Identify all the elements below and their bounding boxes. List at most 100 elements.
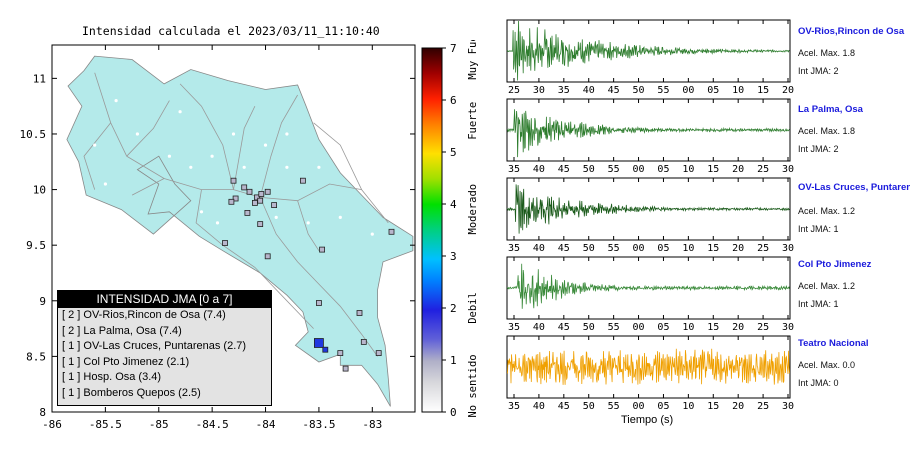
time-tick-label: 00: [682, 85, 694, 96]
station-name: La Palma, Osa: [798, 104, 863, 115]
town-dot: [242, 165, 246, 169]
time-tick-label: 05: [707, 85, 719, 96]
town-dot: [285, 132, 289, 136]
station-marker: [228, 198, 235, 205]
town-dot: [338, 215, 342, 219]
town-dot: [306, 221, 310, 225]
legend-row: [ 2 ] La Palma, Osa (7.4): [62, 324, 182, 337]
legend-row: [ 1 ] Col Pto Jimenez (2.1): [62, 355, 190, 368]
time-tick-label: 35: [508, 243, 520, 254]
time-tick-label: 30: [782, 164, 794, 175]
waveform-trace: [506, 263, 790, 309]
time-tick-label: 20: [782, 85, 794, 96]
station-marker: [315, 300, 322, 306]
legend-row: [ 1 ] OV-Las Cruces, Puntarenas (2.7): [62, 340, 247, 353]
colorbar-level-label: Fuerte: [467, 102, 479, 140]
town-dot: [167, 154, 171, 158]
time-tick-label: 50: [633, 85, 645, 96]
station-accel: Acel. Max. 1.2: [798, 281, 856, 291]
colorbar-level-label: No sentido: [467, 354, 479, 417]
station-marker: [356, 310, 363, 316]
town-dot: [189, 165, 193, 169]
intensity-legend: INTENSIDAD JMA [0 a 7] [ 2 ] OV-Rios,Rin…: [57, 290, 272, 406]
time-tick-label: 30: [782, 322, 794, 333]
station-marker: [342, 365, 349, 372]
road-line: [259, 94, 298, 198]
station-marker: [264, 253, 271, 260]
road-line: [83, 122, 112, 190]
time-tick-label: 45: [558, 243, 570, 254]
colorbar-tick-label: 5: [450, 146, 457, 159]
station-marker: [251, 199, 258, 206]
road-line: [313, 122, 362, 190]
town-dot: [93, 143, 97, 147]
time-tick-label: 25: [757, 322, 769, 333]
time-tick-label: 30: [782, 401, 794, 412]
time-tick-label: 50: [583, 322, 595, 333]
station-marker: [360, 338, 367, 345]
waveform-trace: [506, 184, 790, 234]
time-tick-label: 35: [508, 322, 520, 333]
x-tick-label: -84.5: [196, 418, 229, 431]
station-jma: Int JMA: 1: [798, 299, 839, 309]
station-marker: [246, 188, 253, 195]
time-tick-label: 20: [732, 164, 744, 175]
time-tick-label: 10: [682, 322, 694, 333]
time-tick-label: 55: [608, 164, 620, 175]
town-dot: [370, 232, 374, 236]
station-marker: [241, 184, 248, 191]
station-name: OV-Rios,Rincon de Osa: [798, 26, 905, 37]
town-dot: [199, 210, 204, 214]
station-marker: [232, 195, 239, 202]
station-marker: [319, 246, 326, 253]
station-marker: [299, 177, 306, 184]
time-tick-label: 25: [757, 401, 769, 412]
station-accel: Acel. Max. 1.8: [798, 48, 856, 58]
time-tick-label: 35: [558, 85, 570, 96]
town-dot: [215, 221, 220, 225]
time-tick-label: 10: [682, 243, 694, 254]
colorbar-tick-label: 3: [450, 250, 457, 263]
time-tick-label: 20: [732, 243, 744, 254]
x-tick-label: -86: [42, 418, 62, 431]
station-jma: Int JMA: 1: [798, 224, 839, 234]
time-tick-label: 40: [533, 322, 545, 333]
time-tick-label: 50: [583, 243, 595, 254]
town-dot: [178, 110, 182, 114]
station-marker: [375, 350, 382, 357]
road-line: [126, 100, 170, 157]
station-marker: [313, 338, 324, 348]
station-name: Teatro Nacional: [798, 338, 869, 349]
y-tick-label: 10.5: [20, 128, 47, 141]
time-tick-label: 15: [707, 164, 719, 175]
town-dot: [263, 143, 268, 147]
y-tick-label: 9.5: [26, 239, 46, 252]
colorbar-tick-label: 7: [450, 42, 457, 55]
x-tick-label: -85: [149, 418, 169, 431]
y-tick-label: 10: [33, 184, 46, 197]
time-tick-label: 20: [732, 401, 744, 412]
town-dot: [103, 182, 107, 186]
town-dot: [274, 215, 278, 219]
x-tick-label: -83: [362, 418, 382, 431]
time-tick-label: 10: [732, 85, 744, 96]
station-marker: [254, 194, 260, 201]
time-tick-label: 55: [608, 322, 620, 333]
y-tick-label: 9: [39, 295, 46, 308]
road-line: [233, 106, 256, 190]
colorbar-tick-label: 0: [450, 406, 457, 419]
time-tick-label: 40: [533, 243, 545, 254]
time-tick-label: 40: [583, 85, 595, 96]
time-tick-label: 40: [533, 164, 545, 175]
legend-row: [ 2 ] OV-Rios,Rincon de Osa (7.4): [62, 309, 226, 321]
station-marker: [222, 240, 228, 246]
time-tick-label: 25: [508, 85, 520, 96]
time-tick-label: 10: [682, 164, 694, 175]
legend-row: [ 1 ] Bomberos Quepos (2.5): [62, 386, 201, 399]
time-tick-label: 15: [757, 85, 769, 96]
station-marker: [322, 346, 329, 353]
colorbar-level-label: Moderado: [467, 184, 479, 235]
station-marker: [264, 188, 271, 195]
x-tick-label: -83.5: [302, 418, 335, 431]
time-axis-label: Tiempo (s): [621, 414, 674, 426]
